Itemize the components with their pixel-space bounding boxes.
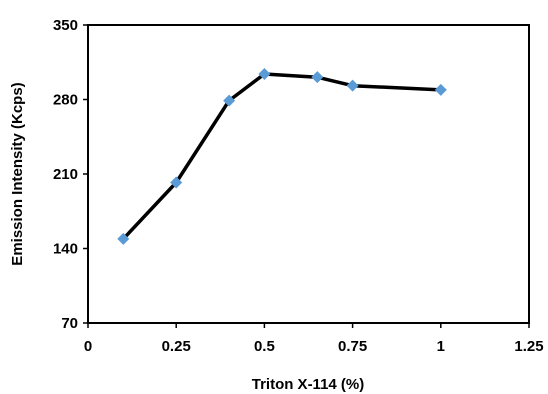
x-tick-label: 0.75 bbox=[338, 338, 367, 355]
data-point-marker bbox=[258, 67, 271, 80]
data-point-marker bbox=[434, 83, 447, 96]
y-tick-label: 210 bbox=[53, 166, 78, 183]
x-tick-label: 1.25 bbox=[514, 338, 543, 355]
x-axis-title: Triton X-114 (%) bbox=[252, 376, 365, 393]
data-point-marker bbox=[223, 94, 236, 107]
y-tick-label: 140 bbox=[53, 241, 78, 258]
y-tick-label: 280 bbox=[53, 92, 78, 109]
y-tick-label: 350 bbox=[53, 17, 78, 34]
data-point-marker bbox=[346, 79, 359, 92]
plot-area bbox=[87, 24, 530, 324]
data-point-marker bbox=[170, 176, 183, 189]
x-tick-label: 1 bbox=[437, 338, 445, 355]
x-axis-ticks: 0 0.25 0.5 0.75 1 1.25 bbox=[84, 323, 544, 355]
x-tick-label: 0.25 bbox=[162, 338, 191, 355]
data-point-marker bbox=[117, 232, 130, 245]
y-axis-title: Emission Intensity (Kcps) bbox=[9, 82, 26, 265]
y-axis-ticks: 70 140 210 280 350 bbox=[53, 17, 88, 332]
x-tick-label: 0.5 bbox=[254, 338, 275, 355]
data-point-marker bbox=[311, 71, 324, 84]
series-layer bbox=[117, 67, 447, 245]
x-tick-label: 0 bbox=[84, 338, 92, 355]
y-tick-label: 70 bbox=[61, 315, 78, 332]
